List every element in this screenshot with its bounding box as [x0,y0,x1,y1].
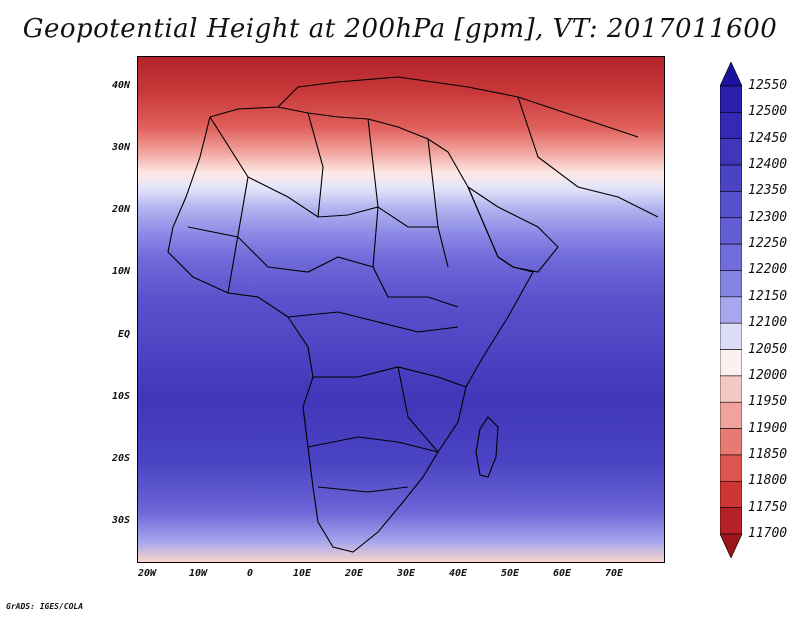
colorbar-label: 12350 [748,183,788,199]
lon-label: 20W [137,568,157,579]
lon-label: 40E [448,568,468,579]
colorbar-label: 12100 [748,315,788,331]
colorbar-label: 12000 [748,367,788,383]
map-title: Geopotential Height at 200hPa [gpm], VT:… [22,14,778,44]
colorbar-band [720,164,742,192]
lat-label: 30N [111,142,130,153]
lon-label: 30E [396,568,416,579]
colorbar [720,62,742,558]
colorbar-band [720,401,742,429]
colorbar-label: 11850 [748,446,788,462]
map-plot-area [137,56,665,563]
colorbar-band [720,507,742,535]
colorbar-label: 11750 [748,499,788,515]
colorbar-label: 11700 [748,526,788,541]
arabian-peninsula-outline [466,185,559,273]
colorbar-label: 12050 [748,341,788,357]
lat-label: 40N [111,80,130,91]
lon-label: 70E [604,568,624,579]
lat-label: 20N [111,204,130,215]
colorbar-label: 12200 [748,262,788,278]
colorbar-band [720,296,742,324]
lat-label: 10N [111,266,130,277]
colorbar-band [720,138,742,166]
colorbar-band [720,454,742,482]
africa-country-borders [167,76,659,553]
lon-label: 60E [552,568,572,579]
colorbar-band [720,428,742,456]
colorbar-label: 12450 [748,130,788,146]
lon-label: 50E [500,568,520,579]
colorbar-band [720,322,742,350]
colorbar-label: 12300 [748,209,788,225]
colorbar-band [720,480,742,508]
africa-coastline [167,106,534,553]
colorbar-label: 11900 [748,420,788,436]
colorbar-label: 11950 [748,394,788,410]
colorbar-label: 12550 [748,78,788,93]
colorbar-band [720,243,742,271]
colorbar-label: 12150 [748,288,788,304]
lon-label: 20E [344,568,364,579]
colorbar-band [720,375,742,403]
grads-credit: GrADS: IGES/COLA [6,602,84,611]
colorbar-band [720,62,742,87]
lat-label: 30S [111,515,130,526]
lon-label: 10W [188,568,208,579]
madagascar-outline [475,416,499,478]
colorbar-band [720,349,742,377]
colorbar-label: 12500 [748,104,788,120]
colorbar-band [720,533,742,558]
lat-label: 20S [111,453,130,464]
colorbar-band [720,85,742,113]
colorbar-label: 12250 [748,236,788,252]
lon-label: 0 [246,568,254,579]
colorbar-label: 12400 [748,157,788,173]
colorbar-band [720,112,742,140]
colorbar-label: 11800 [748,473,788,489]
lat-label: EQ [117,329,130,340]
lon-label: 10E [292,568,312,579]
colorbar-band [720,217,742,245]
colorbar-band [720,270,742,298]
lat-label: 10S [111,391,130,402]
colorbar-band [720,191,742,219]
